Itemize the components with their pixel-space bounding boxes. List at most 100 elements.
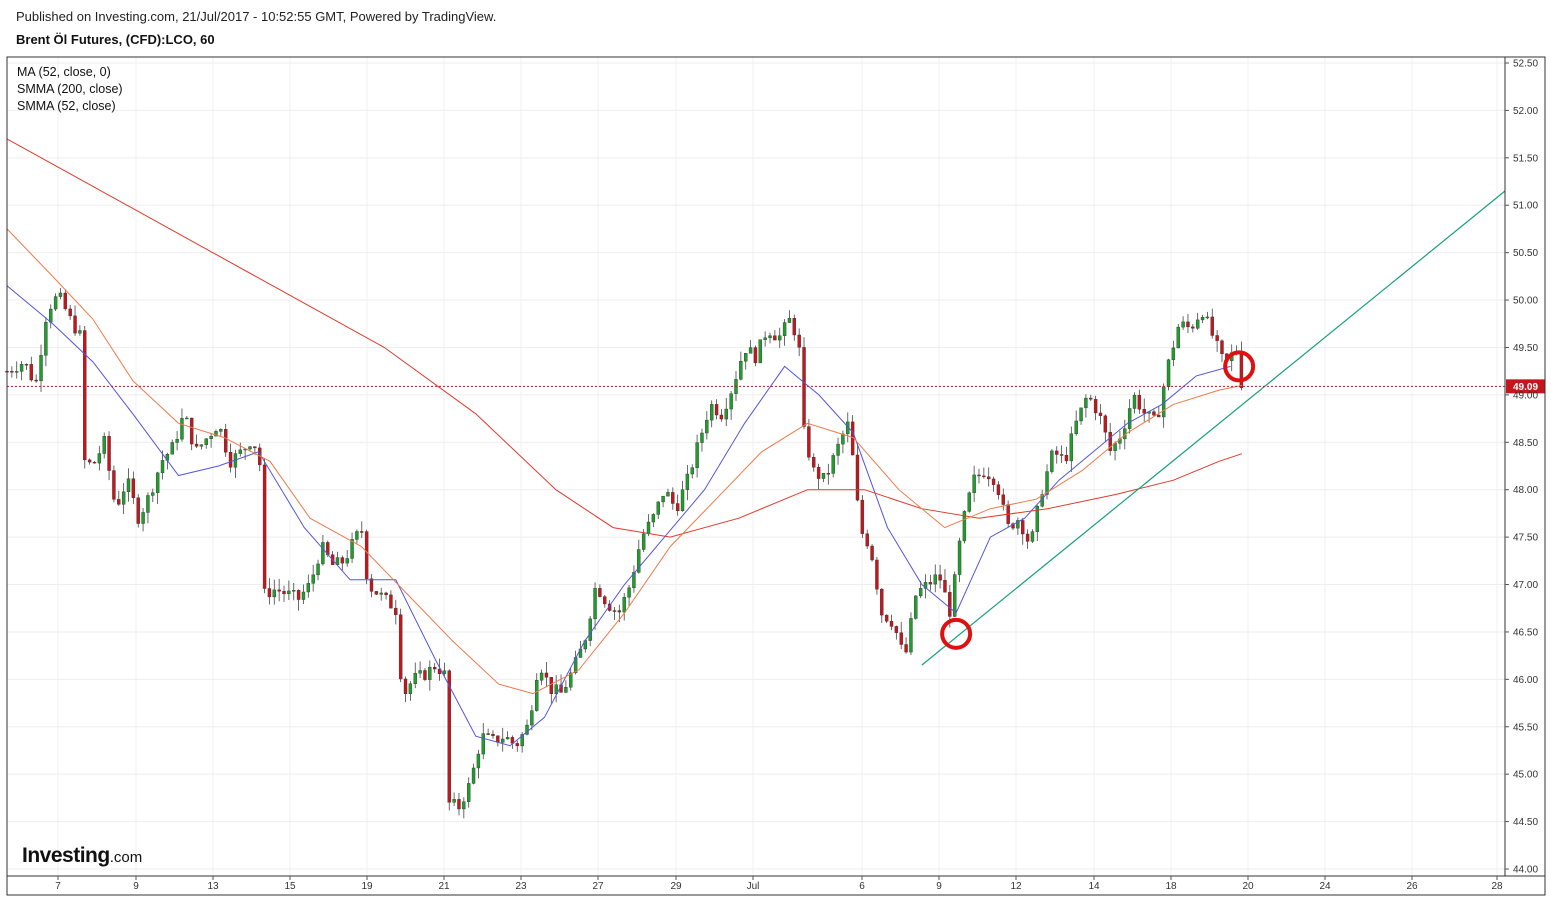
candle	[199, 444, 204, 450]
x-tick-label: 23	[515, 881, 527, 892]
candle-body-up	[452, 799, 456, 803]
candle-body-down	[73, 315, 77, 334]
candle-body-up	[744, 353, 748, 362]
candle	[447, 669, 451, 811]
candle	[228, 443, 233, 473]
x-tick-label: 27	[592, 881, 604, 892]
candle-body-up	[287, 590, 291, 595]
candle	[821, 473, 826, 483]
candle	[311, 564, 315, 592]
candle-body-down	[1142, 408, 1146, 414]
candle	[977, 468, 981, 484]
candle	[369, 574, 374, 598]
candle-body-up	[146, 495, 150, 513]
candle	[204, 438, 208, 449]
candle	[452, 792, 456, 807]
x-tick-label: 9	[936, 881, 942, 892]
candle-body-down	[807, 426, 811, 458]
last-price-label: 49.09	[1506, 379, 1545, 394]
candle	[943, 569, 947, 593]
candle-body-down	[948, 592, 952, 617]
candle-body-up	[1195, 319, 1200, 329]
x-tick-label: 18	[1165, 881, 1177, 892]
candle	[812, 453, 816, 472]
logo-main: Investing	[22, 844, 110, 867]
candle	[773, 330, 777, 341]
candle-body-up	[1084, 397, 1088, 409]
candle-body-down	[792, 318, 797, 336]
candle-body-up	[729, 393, 733, 410]
legend-smma200[interactable]: SMMA (200, close)	[17, 82, 123, 96]
candle	[714, 399, 719, 420]
candle	[1108, 423, 1112, 456]
candle	[515, 740, 519, 752]
candle-body-down	[486, 733, 490, 735]
legend-ma52[interactable]: MA (52, close, 0)	[17, 65, 111, 79]
candle	[1205, 311, 1210, 320]
candle-body-up	[564, 687, 568, 693]
candle	[29, 356, 33, 382]
candle-body-down	[29, 364, 33, 381]
candle	[797, 328, 801, 357]
candle	[413, 662, 417, 689]
candle	[428, 660, 432, 691]
candle-body-up	[248, 446, 252, 450]
candle	[364, 529, 369, 585]
candle-body-up	[321, 542, 325, 565]
candle-body-down	[870, 545, 874, 561]
candle	[360, 521, 364, 539]
x-tick-label: 26	[1406, 881, 1418, 892]
candle-body-down	[423, 670, 427, 680]
candle-body-down	[612, 610, 617, 612]
candle-body-down	[1021, 520, 1025, 535]
candle-body-up	[646, 521, 651, 535]
candle	[768, 332, 772, 344]
candle	[530, 705, 534, 731]
candle	[904, 637, 908, 654]
candle	[15, 361, 19, 379]
candle-body-down	[816, 467, 821, 479]
candle-body-down	[671, 492, 675, 504]
trendline	[921, 190, 1506, 666]
candle	[1050, 449, 1054, 474]
candle-body-up	[481, 733, 485, 755]
candle	[272, 579, 276, 605]
candle	[539, 669, 544, 686]
candle-body-down	[1059, 454, 1064, 456]
candle	[141, 507, 145, 532]
candle	[24, 363, 29, 371]
candle-body-up	[909, 618, 913, 653]
candle	[933, 564, 937, 593]
y-tick-label: 50.00	[1513, 296, 1538, 307]
candle	[909, 612, 913, 655]
last-price-label-text: 49.09	[1513, 382, 1538, 393]
candle-body-up	[1074, 420, 1078, 434]
legend-smma52[interactable]: SMMA (52, close)	[17, 99, 116, 113]
candle	[398, 608, 403, 683]
y-tick-label: 51.00	[1513, 201, 1538, 212]
candle	[155, 471, 160, 504]
candle	[510, 735, 515, 749]
candle	[126, 468, 131, 502]
logo-suffix: .com	[109, 849, 143, 866]
candle-body-down	[515, 743, 519, 747]
x-tick-label: 21	[438, 881, 450, 892]
candle	[690, 464, 694, 479]
candle-body-up	[831, 455, 835, 474]
candle-body-up	[520, 734, 524, 747]
candle	[292, 583, 296, 601]
candle	[1127, 399, 1132, 434]
candle-body-up	[918, 588, 923, 597]
candle	[1025, 529, 1030, 549]
candle-body-down	[1108, 431, 1112, 451]
candle-body-down	[603, 596, 607, 605]
smma52-line	[6, 228, 1243, 695]
candle	[374, 591, 379, 596]
candle	[782, 319, 787, 346]
candle	[875, 556, 879, 595]
candle	[778, 327, 782, 348]
candle	[1089, 394, 1093, 401]
x-tick-label: 6	[859, 881, 865, 892]
candle-body-up	[768, 335, 772, 339]
